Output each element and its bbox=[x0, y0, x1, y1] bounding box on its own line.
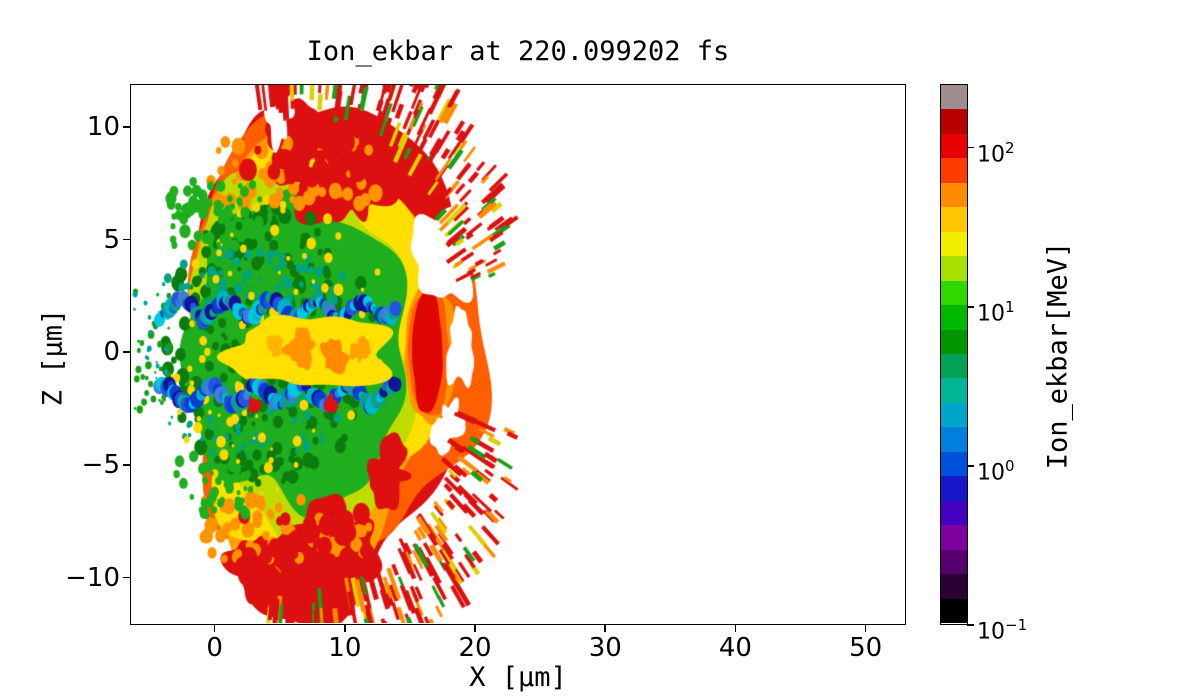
colorbar-tick-label: 101 bbox=[977, 291, 1015, 330]
tick-exponent: 2 bbox=[1005, 138, 1015, 157]
colorbar-band bbox=[941, 231, 967, 257]
tick-base: 10 bbox=[977, 301, 1005, 327]
x-tick-label: 30 bbox=[588, 633, 622, 663]
colorbar-tick-label: 100 bbox=[977, 450, 1015, 489]
colorbar-band bbox=[941, 476, 967, 501]
tick-exponent: 1 bbox=[1005, 297, 1015, 316]
x-tick-label: 20 bbox=[458, 633, 492, 663]
y-tick-label: −10 bbox=[65, 562, 120, 593]
colorbar-band bbox=[941, 158, 967, 183]
colorbar-band bbox=[941, 598, 967, 623]
y-tick-mark bbox=[123, 351, 130, 354]
y-tick-label: −5 bbox=[81, 449, 120, 480]
colorbar-label: Ion_ekbar[MeV] bbox=[1042, 241, 1074, 470]
x-axis-label: X [μm] bbox=[469, 662, 567, 693]
heatmap-canvas bbox=[131, 85, 904, 623]
colorbar-band bbox=[941, 402, 967, 428]
colorbar-band bbox=[941, 574, 967, 599]
tick-base: 10 bbox=[977, 141, 1005, 167]
colorbar-tick-label: 102 bbox=[977, 132, 1015, 171]
colorbar-tick-mark bbox=[967, 305, 974, 308]
colorbar-band bbox=[941, 378, 967, 403]
colorbar-band bbox=[941, 256, 967, 281]
colorbar-band bbox=[941, 353, 967, 379]
tick-base: 10 bbox=[977, 460, 1005, 486]
chart-title: Ion_ekbar at 220.099202 fs bbox=[306, 36, 730, 67]
y-tick-mark bbox=[123, 576, 130, 579]
colorbar-band bbox=[941, 451, 967, 477]
colorbar bbox=[940, 84, 968, 625]
x-tick-mark bbox=[213, 625, 216, 632]
x-tick-label: 40 bbox=[718, 633, 752, 663]
x-tick-label: 10 bbox=[328, 633, 362, 663]
x-tick-label: 50 bbox=[849, 633, 883, 663]
colorbar-band bbox=[941, 109, 967, 134]
y-tick-label: 0 bbox=[103, 337, 120, 368]
colorbar-band bbox=[941, 329, 967, 354]
y-tick-label: 10 bbox=[86, 111, 120, 142]
y-tick-mark bbox=[123, 464, 130, 466]
colorbar-band bbox=[941, 133, 967, 159]
colorbar-band bbox=[941, 207, 967, 232]
y-tick-mark bbox=[123, 126, 130, 128]
colorbar-band bbox=[941, 500, 967, 526]
colorbar-tick-mark bbox=[967, 624, 974, 626]
colorbar-band bbox=[941, 280, 967, 306]
plot-area bbox=[130, 84, 906, 625]
colorbar-tick-label: 10−1 bbox=[977, 609, 1027, 648]
colorbar-tick-mark bbox=[967, 465, 974, 467]
x-tick-mark bbox=[344, 625, 346, 632]
colorbar-band bbox=[941, 85, 967, 110]
x-tick-label: 0 bbox=[206, 633, 223, 663]
y-tick-mark bbox=[123, 238, 130, 241]
x-tick-mark bbox=[604, 625, 607, 632]
colorbar-band bbox=[941, 525, 967, 550]
colorbar-band bbox=[941, 305, 967, 330]
tick-exponent: −1 bbox=[1005, 616, 1028, 634]
tick-exponent: 0 bbox=[1005, 456, 1015, 475]
colorbar-bands bbox=[941, 85, 967, 623]
x-tick-mark bbox=[734, 625, 737, 632]
colorbar-band bbox=[941, 182, 967, 208]
tick-base: 10 bbox=[977, 619, 1005, 645]
colorbar-band bbox=[941, 549, 967, 575]
x-tick-mark bbox=[474, 625, 476, 632]
y-tick-label: 5 bbox=[103, 224, 120, 255]
x-tick-mark bbox=[864, 625, 867, 632]
colorbar-band bbox=[941, 427, 967, 452]
colorbar-tick-mark bbox=[967, 146, 974, 149]
